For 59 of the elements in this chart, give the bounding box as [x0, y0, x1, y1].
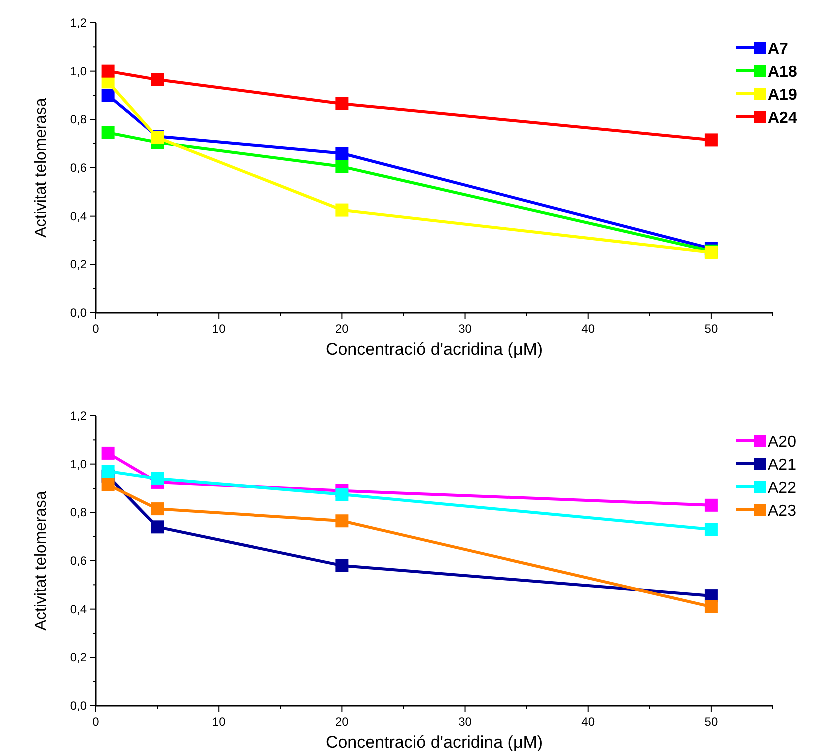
y-tick-label: 0,8 [70, 112, 88, 127]
point [102, 89, 115, 102]
y-tick-label: 0,6 [70, 554, 88, 568]
x-tick-label: 30 [458, 322, 472, 336]
legend-label: A19 [768, 87, 798, 104]
point [102, 64, 115, 78]
y-tick-label: 0,2 [70, 650, 88, 665]
y-tick-label: 0,8 [70, 506, 88, 520]
point [102, 126, 115, 140]
legend-label: A20 [768, 434, 797, 451]
y-axis-title: Activitat telomerasa [33, 98, 50, 238]
legend-label: A23 [768, 503, 797, 520]
y-tick-label: 0,0 [70, 306, 88, 320]
y-tick-label: 1,2 [70, 409, 88, 423]
legend-label: A24 [768, 110, 798, 127]
y-tick-label: 0,6 [70, 161, 88, 175]
x-axis-title: Concentració d'acridina (μM) [326, 733, 544, 752]
point [102, 478, 115, 492]
x-tick-label: 0 [92, 715, 100, 729]
y-tick-label: 1,2 [70, 16, 88, 30]
point [336, 160, 349, 174]
x-tick-label: 0 [92, 322, 100, 336]
point [704, 523, 718, 536]
x-tick-label: 40 [582, 715, 596, 729]
point [336, 514, 349, 528]
y-tick-label: 1,0 [70, 64, 88, 78]
y-axis-title: Activitat telomerasa [33, 491, 50, 631]
x-tick-label: 20 [336, 322, 350, 336]
x-tick-label: 10 [212, 715, 226, 729]
point [151, 73, 164, 86]
y-tick-label: 0,0 [70, 699, 88, 713]
point [336, 204, 349, 217]
point [336, 559, 349, 572]
x-tick-label: 10 [212, 322, 226, 336]
point [704, 134, 718, 147]
y-tick-label: 0,2 [70, 258, 88, 272]
point [151, 502, 164, 516]
point [151, 520, 164, 534]
x-tick-label: 50 [704, 715, 718, 729]
x-axis-title: Concentració d'acridina (μM) [326, 340, 544, 359]
legend-label: A21 [768, 457, 797, 474]
point [151, 472, 164, 486]
y-tick-label: 0,4 [70, 602, 88, 616]
point [336, 147, 349, 160]
y-tick-label: 0,4 [70, 209, 88, 224]
legend-label: A18 [768, 64, 798, 81]
point [704, 498, 718, 512]
legend-label: A22 [768, 480, 797, 497]
point [336, 488, 349, 502]
x-tick-label: 40 [582, 322, 596, 336]
point [336, 97, 349, 110]
y-tick-label: 1,0 [70, 457, 88, 472]
point [704, 600, 718, 614]
point [102, 465, 115, 478]
legend-label: A7 [768, 41, 789, 58]
x-tick-label: 30 [458, 715, 472, 729]
x-tick-label: 20 [336, 715, 350, 729]
x-tick-label: 50 [704, 322, 718, 336]
point [102, 446, 115, 460]
